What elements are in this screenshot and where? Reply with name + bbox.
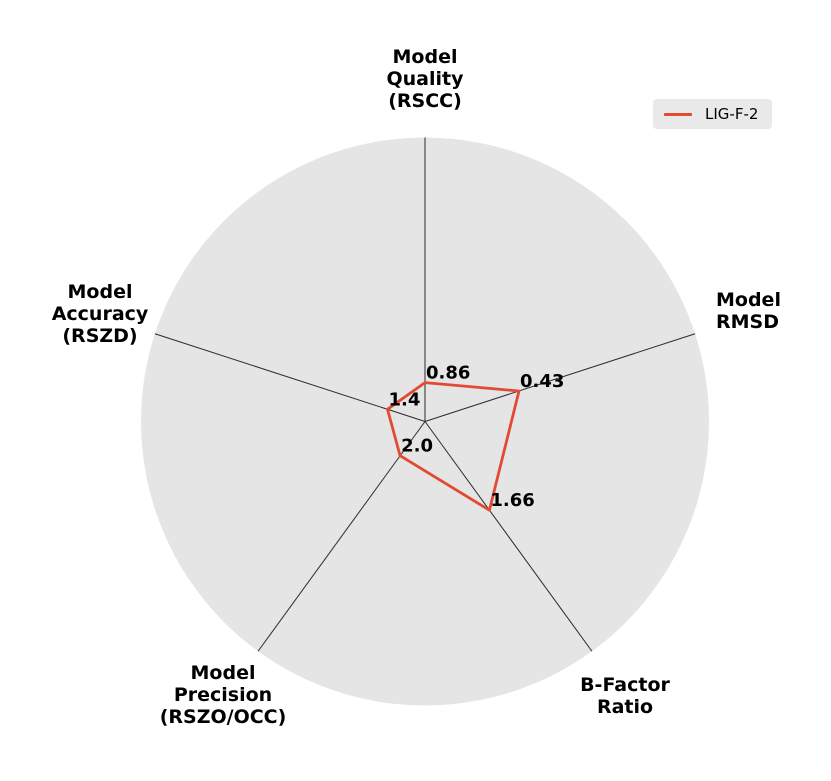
series-polygon-lig-f-2 — [386, 381, 521, 512]
axis-label-model-accuracy-rszd: Model Accuracy (RSZD) — [51, 281, 149, 347]
value-label-model-precision-rszo: 2.0 — [401, 436, 433, 457]
legend: LIG-F-2 — [653, 99, 773, 129]
axis-spoke-b-factor-ratio — [424, 421, 593, 652]
legend-series-label: LIG-F-2 — [705, 105, 759, 123]
axis-spoke-model-accuracy-rszd — [154, 333, 426, 422]
axis-spoke-model-rmsd — [424, 333, 696, 422]
axis-label-model-rmsd: Model RMSD — [716, 289, 781, 333]
axis-spoke-model-precision-rszo — [257, 421, 426, 652]
value-label-model-quality-rscc: 0.86 — [426, 363, 470, 384]
value-label-model-accuracy-rszd: 1.4 — [389, 389, 421, 410]
axis-label-model-quality-rscc: Model Quality (RSCC) — [386, 46, 464, 112]
value-label-b-factor-ratio: 1.66 — [490, 490, 534, 511]
legend-line-icon — [664, 112, 692, 116]
axis-label-b-factor-ratio: B-Factor Ratio — [580, 674, 670, 718]
value-label-model-rmsd: 0.43 — [520, 371, 564, 392]
axis-label-model-precision-rszo-occ: Model Precision (RSZO/OCC) — [159, 662, 287, 728]
